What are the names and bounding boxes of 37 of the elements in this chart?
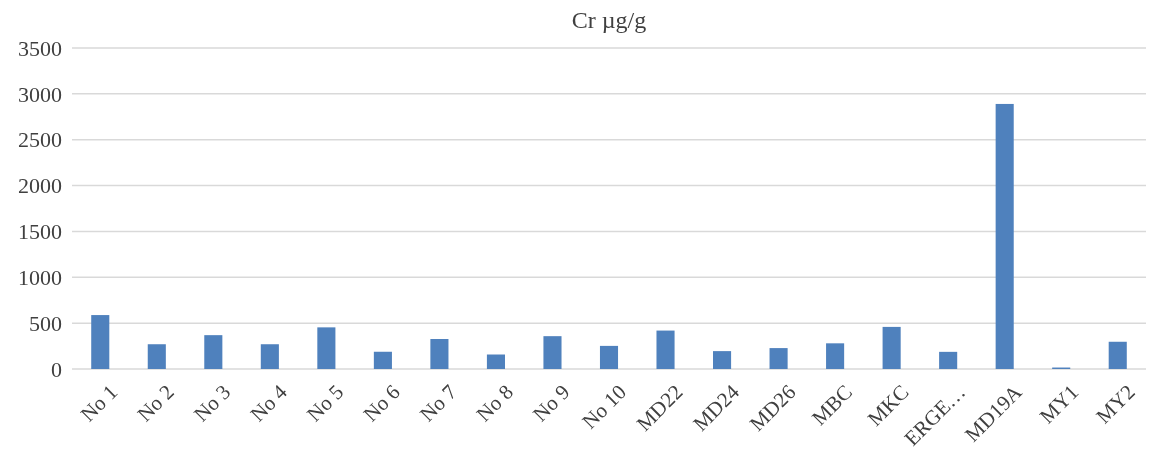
bar — [995, 103, 1014, 369]
x-tick-label: No 9 — [528, 379, 575, 427]
bar — [317, 327, 336, 369]
bar — [543, 336, 562, 369]
bar — [939, 351, 958, 369]
y-tick-label: 2500 — [18, 127, 62, 153]
bar — [147, 344, 166, 369]
bar — [882, 326, 901, 369]
x-tick-label: No 7 — [415, 379, 462, 427]
chart-title: Cr µg/g — [571, 7, 647, 33]
bar — [826, 343, 845, 369]
bar — [1108, 341, 1127, 369]
y-tick-label: 1000 — [18, 264, 62, 290]
x-tick-label: No 10 — [577, 379, 631, 434]
x-tick-label: No 2 — [132, 379, 179, 427]
bar — [599, 345, 619, 369]
bar — [91, 315, 110, 369]
bar — [373, 351, 392, 369]
x-tick-label: No 5 — [302, 379, 349, 427]
x-tick-label: No 3 — [188, 379, 236, 427]
bar — [204, 335, 223, 369]
y-tick-label: 0 — [51, 356, 62, 382]
bar — [656, 330, 675, 369]
y-tick-label: 500 — [29, 310, 62, 336]
y-tick-label: 2000 — [18, 173, 62, 199]
bar — [769, 348, 788, 369]
x-tick-label: No 8 — [471, 379, 518, 427]
bar — [430, 339, 449, 369]
y-tick-label: 3500 — [18, 35, 62, 61]
bar — [486, 354, 505, 369]
bar — [713, 351, 732, 369]
y-tick-label: 3000 — [18, 81, 62, 107]
x-tick-label: No 6 — [358, 379, 405, 427]
x-tick-label: No 1 — [75, 379, 123, 427]
x-tick-label: No 4 — [245, 379, 293, 427]
bar — [260, 344, 279, 369]
y-tick-label: 1500 — [18, 219, 62, 245]
